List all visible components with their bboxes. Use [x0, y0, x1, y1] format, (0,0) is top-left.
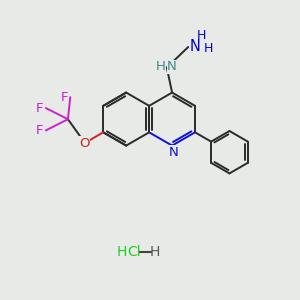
Text: O: O	[79, 137, 89, 150]
Text: H: H	[150, 244, 160, 259]
Text: F: F	[36, 124, 44, 137]
Text: F: F	[36, 101, 44, 115]
Text: F: F	[60, 91, 68, 103]
Text: N: N	[169, 146, 178, 159]
Text: N: N	[190, 39, 201, 54]
Text: H: H	[155, 61, 165, 74]
Text: N: N	[167, 61, 177, 74]
Text: Cl: Cl	[127, 244, 141, 259]
Text: H: H	[197, 29, 206, 42]
Text: H: H	[204, 42, 213, 55]
Text: H: H	[117, 244, 127, 259]
